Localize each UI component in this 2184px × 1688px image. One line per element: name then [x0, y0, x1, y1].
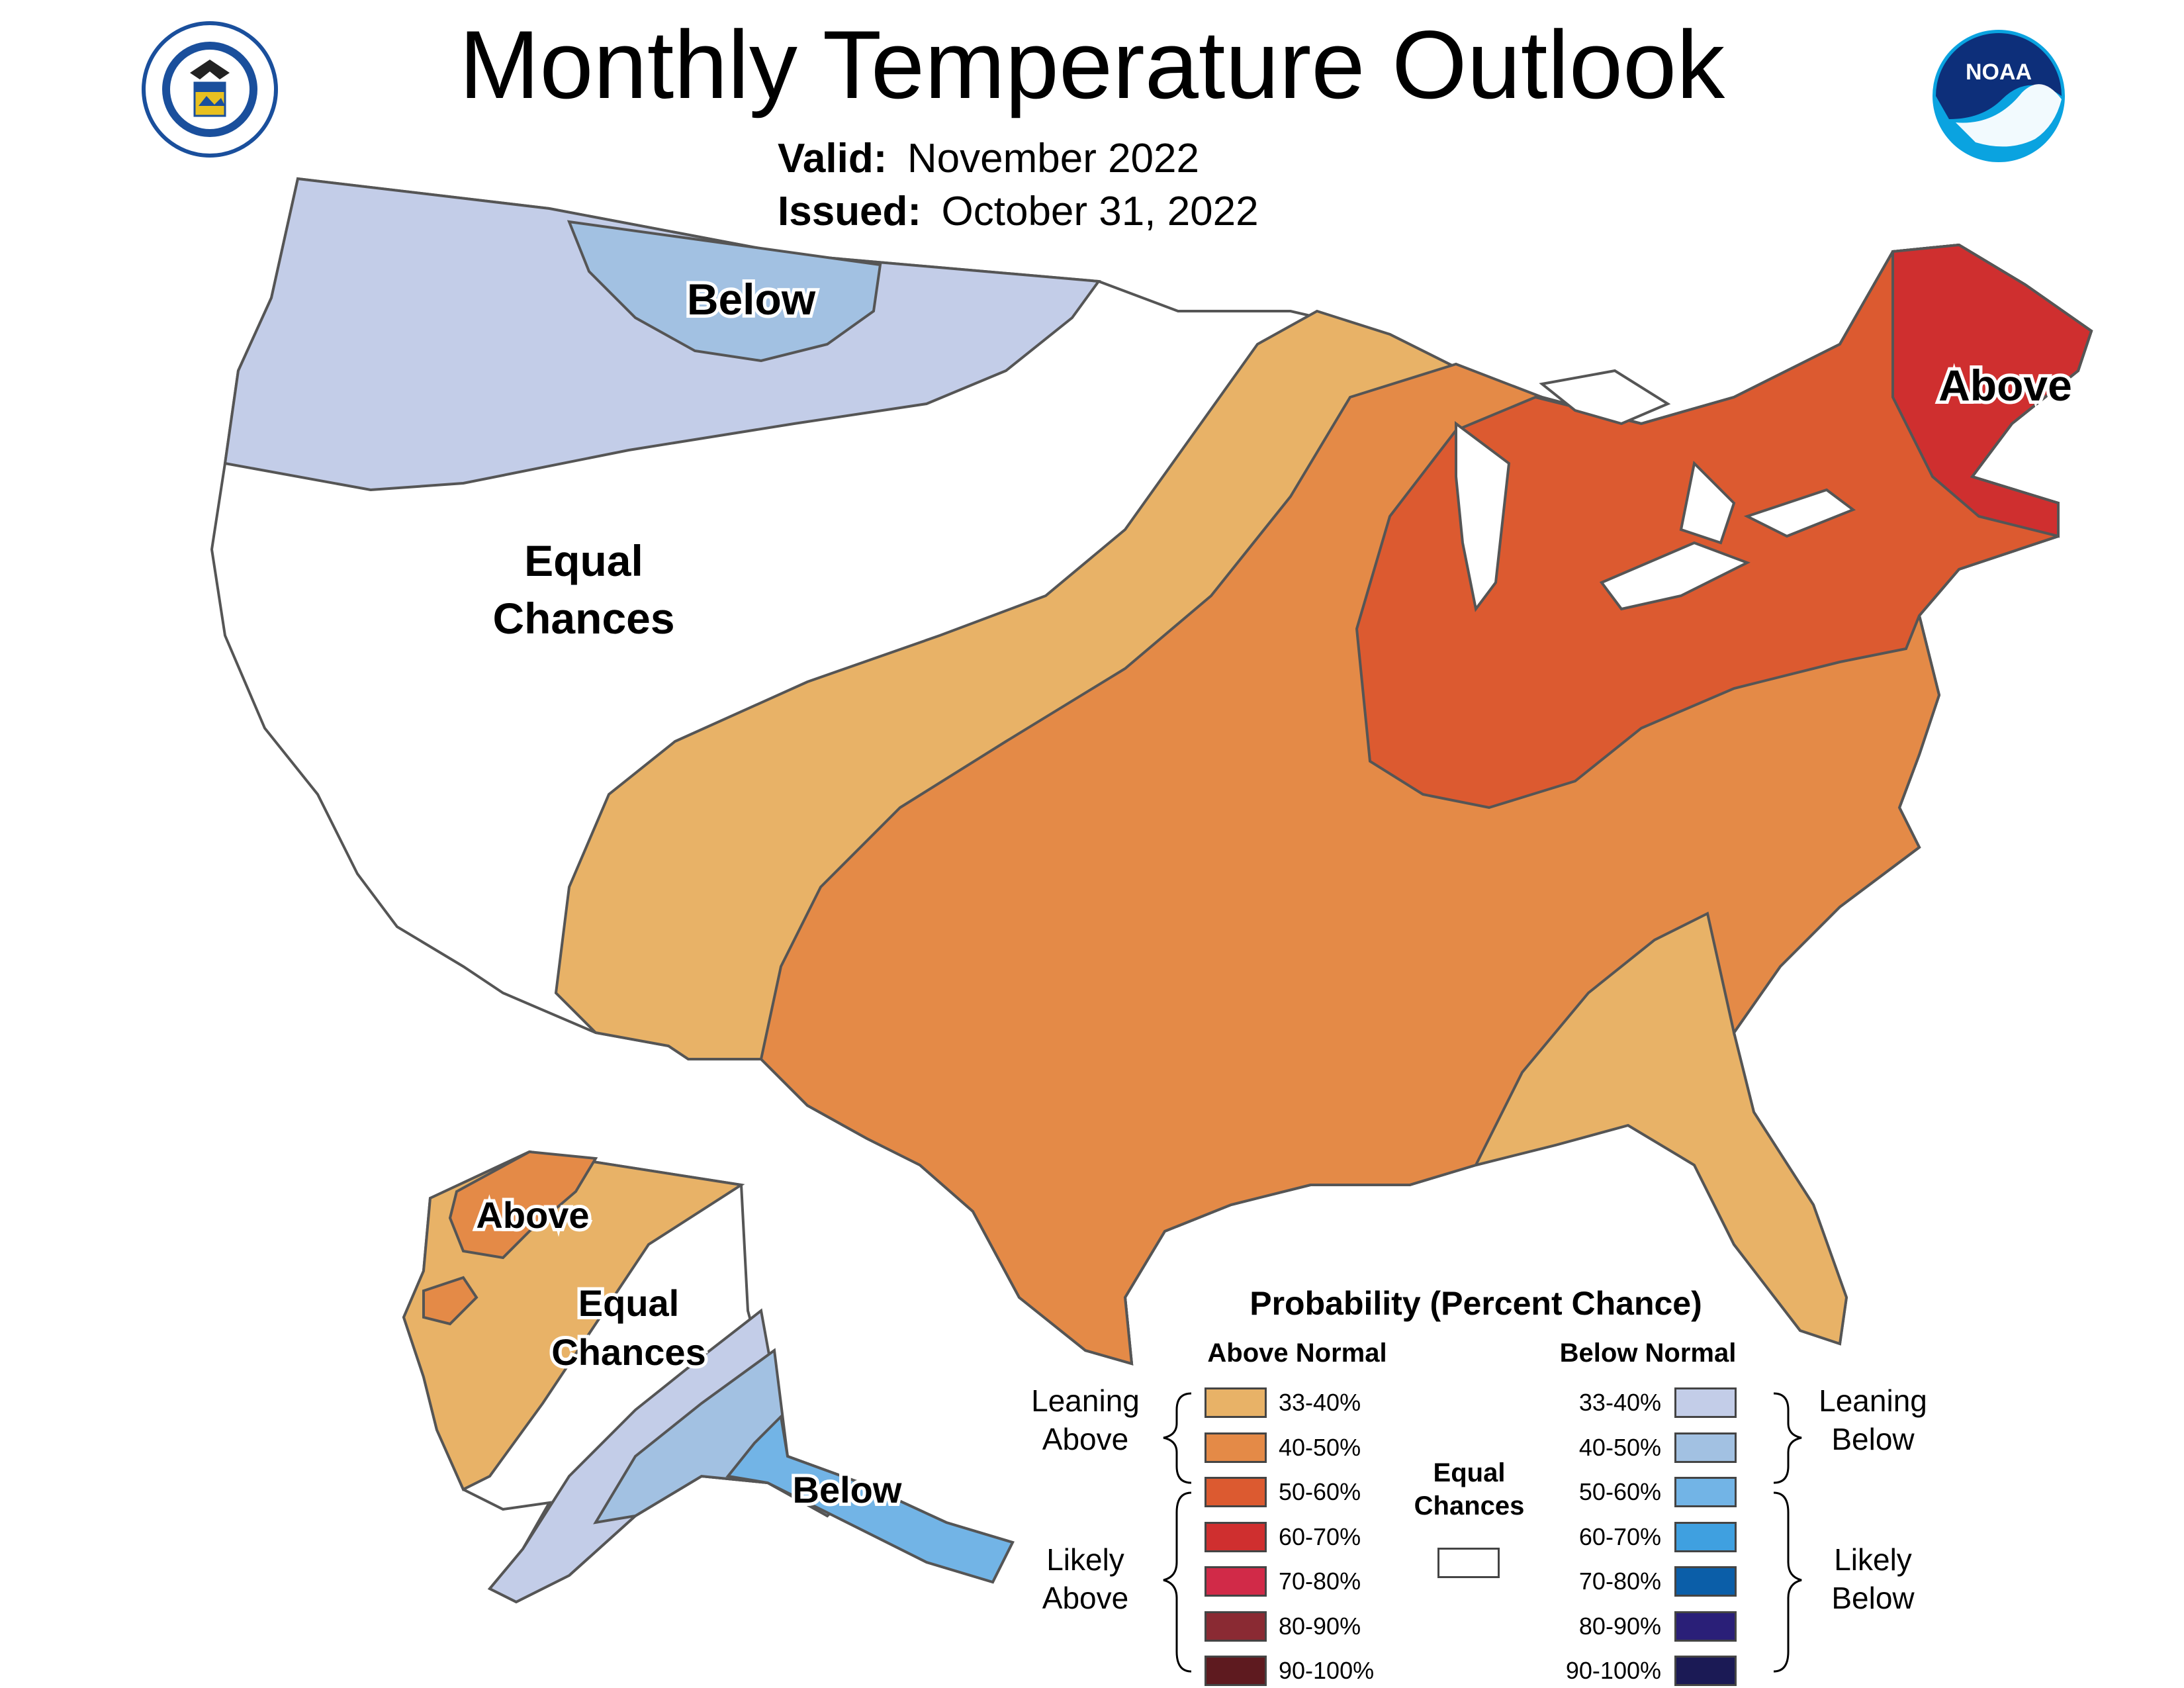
page-title: Monthly Temperature Outlook [459, 11, 1725, 118]
legend-below-pct-2: 50-60% [1578, 1478, 1661, 1505]
valid-row: Valid: November 2022 [778, 135, 1199, 182]
legend-above-pct-0: 33-40% [1279, 1389, 1361, 1416]
legend-below-braces [1773, 1392, 1802, 1673]
conus-equal-label-line1: Equal [524, 536, 643, 585]
valid-label: Valid: [778, 136, 887, 181]
legend-above-swatch-5 [1205, 1611, 1267, 1642]
legend-below-pct-4: 70-80% [1578, 1568, 1661, 1595]
legend-above-swatch-6 [1205, 1656, 1267, 1686]
commerce-seal-icon [142, 21, 278, 158]
legend-below-pct-6: 90-100% [1565, 1657, 1661, 1684]
legend-above-heading: Above Normal [1207, 1338, 1387, 1368]
conus-leaning-below-40-50 [567, 220, 882, 363]
legend: Probability (Percent Chance) Above Norma… [993, 1271, 2118, 1686]
legend-above-pct-5: 80-90% [1279, 1612, 1361, 1640]
legend-likely-below: Likely Below [1831, 1542, 1915, 1615]
legend-below-swatch-5 [1674, 1611, 1737, 1642]
issued-row: Issued: October 31, 2022 [778, 188, 1259, 235]
legend-above-swatch-4 [1205, 1566, 1267, 1597]
legend-below-swatch-6 [1674, 1656, 1737, 1686]
alaska-likely-below-50-60 [725, 1413, 1015, 1584]
conus-likely-above-60-70 [1891, 243, 2093, 538]
alaska-leaning-above-40-50-west [422, 1276, 478, 1326]
ak-above-label: Above [476, 1194, 589, 1236]
legend-below-heading: Below Normal [1559, 1338, 1737, 1368]
legend-above-pct-2: 50-60% [1279, 1478, 1361, 1505]
legend-below-swatch-3 [1674, 1521, 1737, 1552]
legend-title: Probability (Percent Chance) [1250, 1285, 1702, 1322]
legend-below-pct-1: 40-50% [1578, 1433, 1661, 1461]
legend-above-swatch-0 [1205, 1387, 1267, 1418]
conus-leaning-below-33-40 [223, 177, 1101, 492]
issued-value: October 31, 2022 [941, 189, 1259, 234]
legend-leaning-above: Leaning Above [1031, 1383, 1140, 1456]
legend-above-swatch-1 [1205, 1432, 1267, 1463]
legend-below-swatch-1 [1674, 1432, 1737, 1463]
svg-text:NOAA: NOAA [1966, 60, 2032, 85]
conus-below-label: Below [687, 275, 816, 324]
alaska-leaning-above-40-50 [448, 1150, 598, 1260]
legend-above-pct-1: 40-50% [1279, 1433, 1361, 1461]
legend-above-pct-3: 60-70% [1279, 1523, 1361, 1550]
legend-above-swatch-2 [1205, 1477, 1267, 1507]
noaa-logo-icon: NOAA [1933, 30, 2065, 162]
great-lakes [1455, 369, 1856, 612]
issued-label: Issued: [778, 189, 922, 234]
conus-above-label: Above [1938, 361, 2072, 410]
legend-equal-swatch [1437, 1548, 1500, 1578]
legend-leaning-below: Leaning Below [1819, 1383, 1927, 1456]
alaska [402, 1150, 1015, 1604]
legend-above-swatch-3 [1205, 1521, 1267, 1552]
legend-above-pct-6: 90-100% [1279, 1657, 1375, 1684]
conus [210, 177, 2093, 1366]
legend-below-swatch-2 [1674, 1477, 1737, 1507]
legend-below-pct-0: 33-40% [1578, 1389, 1661, 1416]
legend-equal-chances: Equal Chances [1414, 1458, 1525, 1521]
legend-below-pct-3: 60-70% [1578, 1523, 1661, 1550]
legend-below-pct-5: 80-90% [1578, 1612, 1661, 1640]
valid-value: November 2022 [907, 136, 1199, 181]
legend-below-swatch-4 [1674, 1566, 1737, 1597]
ak-equal-label-line1: Equal [578, 1282, 679, 1324]
legend-above-pct-4: 70-80% [1279, 1568, 1361, 1595]
legend-likely-above: Likely Above [1042, 1542, 1129, 1615]
legend-below-swatch-0 [1674, 1387, 1737, 1418]
conus-equal-label-line2: Chances [492, 594, 674, 643]
ak-below-label: Below [793, 1469, 902, 1511]
ak-equal-label-line2: Chances [551, 1331, 705, 1373]
legend-above-braces [1163, 1392, 1192, 1673]
